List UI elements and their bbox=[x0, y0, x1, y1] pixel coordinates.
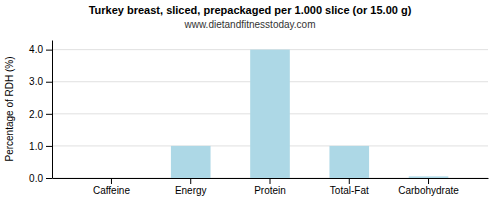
x-tick: Total-Fat bbox=[330, 178, 369, 196]
x-tick: Carbohydrate bbox=[398, 178, 459, 196]
x-tick-label: Carbohydrate bbox=[398, 185, 459, 196]
bar bbox=[409, 176, 449, 178]
y-tick-mark bbox=[46, 146, 52, 147]
bar bbox=[171, 146, 211, 178]
x-tick-label: Energy bbox=[175, 185, 207, 196]
bars bbox=[171, 50, 448, 178]
bar bbox=[92, 178, 132, 179]
x-tick-label: Total-Fat bbox=[330, 185, 369, 196]
y-tick-mark bbox=[46, 178, 52, 179]
y-tick: 4.0 bbox=[29, 44, 52, 55]
x-axis: Caffeine Energy Protein Total-Fat Carbohydra… bbox=[53, 178, 489, 196]
x-tick-mark bbox=[270, 178, 271, 184]
title: Turkey breast, sliced, prepackaged per 1… bbox=[89, 4, 412, 16]
y-axis-line bbox=[52, 41, 53, 179]
y-axis-title: Percentage of RDH (%) bbox=[4, 56, 15, 161]
bar bbox=[250, 50, 290, 178]
y-axis: 0.0 1.0 2.0 3.0 4.0 bbox=[29, 41, 52, 184]
bar bbox=[329, 146, 369, 178]
x-tick-mark bbox=[190, 178, 191, 184]
y-tick-label: 4.0 bbox=[29, 44, 43, 55]
y-tick-mark bbox=[46, 114, 52, 115]
subtitle: www.dietandfitnesstoday.com bbox=[184, 19, 316, 30]
y-tick: 2.0 bbox=[29, 109, 52, 120]
x-tick-mark bbox=[349, 178, 350, 184]
y-tick-label: 0.0 bbox=[29, 173, 43, 184]
y-tick: 3.0 bbox=[29, 76, 52, 87]
y-tick-label: 2.0 bbox=[29, 109, 43, 120]
x-tick-mark bbox=[111, 178, 112, 184]
y-tick-label: 3.0 bbox=[29, 76, 43, 87]
y-tick: 1.0 bbox=[29, 141, 52, 152]
x-tick: Energy bbox=[175, 178, 207, 196]
grid bbox=[52, 50, 488, 178]
x-tick: Protein bbox=[254, 178, 286, 196]
x-tick-label: Protein bbox=[254, 185, 286, 196]
y-tick-mark bbox=[46, 50, 52, 51]
x-tick-label: Caffeine bbox=[93, 185, 131, 196]
plot: Caffeine Energy Protein Total-Fat Carbohydra… bbox=[29, 41, 488, 197]
y-tick: 0.0 bbox=[29, 173, 52, 184]
x-tick-mark bbox=[428, 178, 429, 184]
y-tick-mark bbox=[46, 82, 52, 83]
chart: Turkey breast, sliced, prepackaged per 1… bbox=[0, 0, 500, 200]
y-tick-label: 1.0 bbox=[29, 141, 43, 152]
x-tick: Caffeine bbox=[93, 178, 131, 196]
